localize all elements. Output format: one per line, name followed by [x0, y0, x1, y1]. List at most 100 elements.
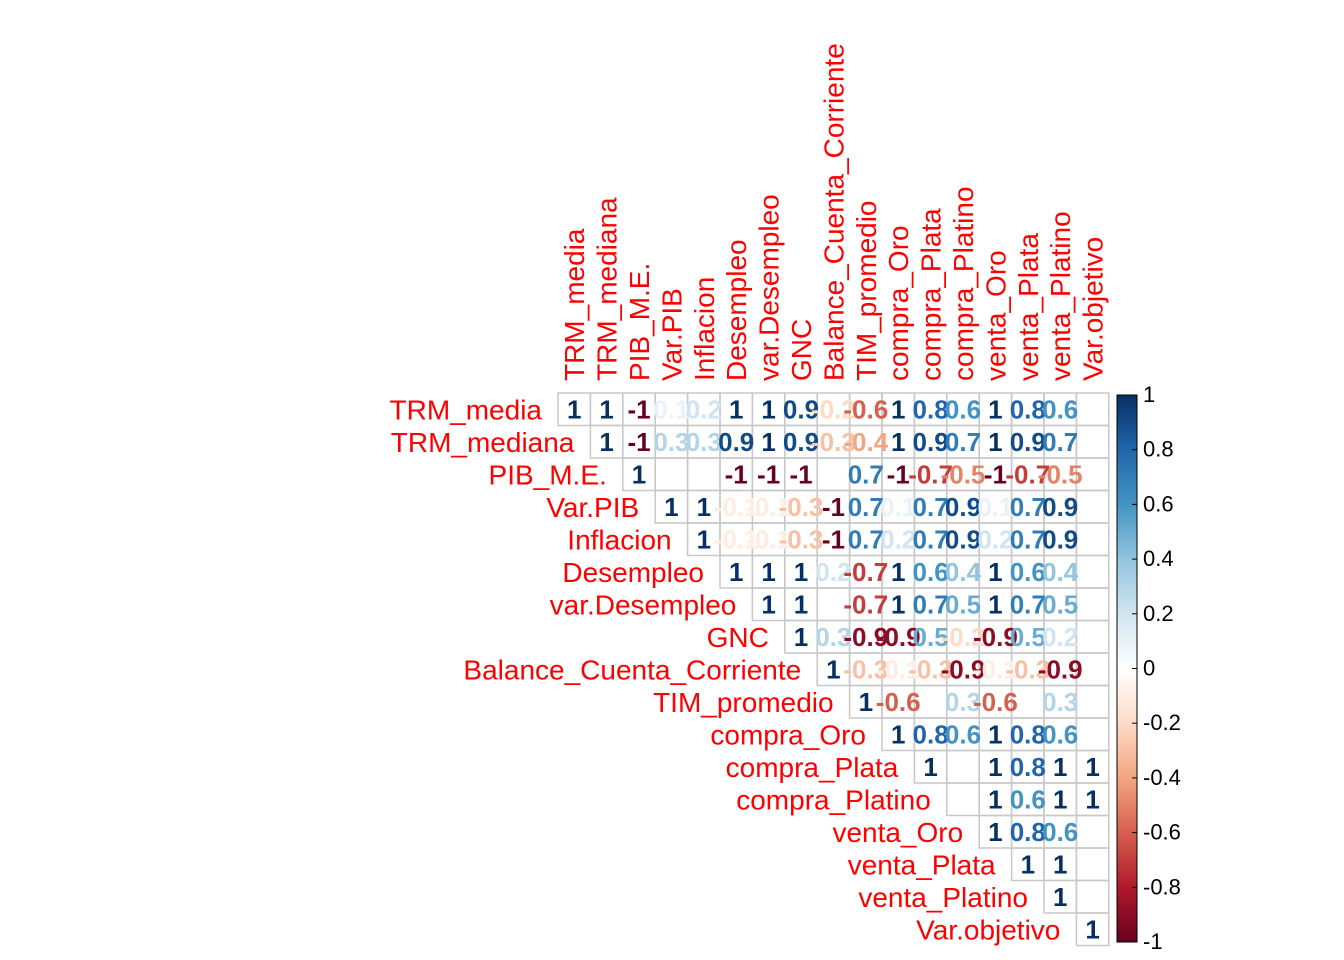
value-label: -0.9: [973, 622, 1018, 652]
column-label: Desempleo: [721, 239, 752, 381]
row-label: compra_Platino: [736, 784, 931, 815]
value-label: 0.8: [913, 394, 949, 424]
value-label: -1: [984, 459, 1007, 489]
value-label: 1: [599, 394, 613, 424]
colorbar-tick-label: -0.6: [1143, 820, 1181, 845]
value-label: -1: [627, 394, 650, 424]
value-label: -0.9: [1038, 654, 1083, 684]
column-label: compra_Platino: [948, 186, 979, 381]
value-label: 0.3: [653, 427, 689, 457]
value-label: 0.7: [1042, 427, 1078, 457]
value-label: 1: [988, 394, 1002, 424]
row-label: TIM_promedio: [653, 687, 834, 718]
value-label: -0.7: [1005, 459, 1050, 489]
value-label: 1: [794, 589, 808, 619]
cell-GNC-Var.objetivo: [1075, 619, 1110, 654]
column-label: TRM_mediana: [592, 197, 623, 381]
cell-venta_Plata-Var.objetivo: [1075, 847, 1110, 882]
value-label: 0.7: [913, 492, 949, 522]
row-label: Var.objetivo: [916, 914, 1060, 945]
value-label: 1: [891, 394, 905, 424]
value-label: -0.1: [746, 492, 791, 522]
value-label: -1: [789, 459, 812, 489]
row-label: var.Desempleo: [550, 589, 737, 620]
value-label: 0.9: [1042, 492, 1078, 522]
value-label: -0.3: [779, 524, 824, 554]
value-label: 0.7: [1010, 589, 1046, 619]
colorbar-tick-label: 0.4: [1143, 546, 1174, 571]
value-label: -0.5: [941, 459, 986, 489]
value-label: 0.5: [913, 622, 949, 652]
value-label: 1: [761, 427, 775, 457]
value-label: 0.9: [718, 427, 754, 457]
value-label: -0.9: [876, 622, 921, 652]
value-label: 0.6: [1042, 394, 1078, 424]
row-label: venta_Platino: [858, 882, 1028, 913]
value-label: -0.9: [843, 622, 888, 652]
cell-Inflacion-Var.objetivo: [1075, 522, 1110, 557]
value-label: 0.5: [945, 589, 981, 619]
column-label: Var.PIB: [656, 288, 687, 381]
value-label: -0.6: [876, 687, 921, 717]
value-label: 0.6: [1042, 719, 1078, 749]
value-label: 0.2: [977, 524, 1013, 554]
value-label: 1: [1053, 784, 1067, 814]
cell-TRM_mediana-Var.objetivo: [1075, 424, 1110, 459]
column-label: Inflacion: [689, 277, 720, 381]
cell-compra_Platino-compra_Platino: [946, 782, 980, 817]
row-label: Balance_Cuenta_Corriente: [463, 654, 801, 685]
value-label: -0.3: [811, 427, 856, 457]
value-label: 1: [1053, 849, 1067, 879]
column-label: Balance_Cuenta_Corriente: [818, 43, 849, 381]
value-label: 1: [891, 589, 905, 619]
column-label: compra_Plata: [916, 208, 947, 381]
value-label: -0.2: [941, 622, 986, 652]
value-label: 1: [761, 394, 775, 424]
value-label: 0.2: [1042, 622, 1078, 652]
value-label: 1: [599, 427, 613, 457]
colorbar: 1 0.8 0.6 0.4 0.2 0 -0.2 -0.4 -0.6 -0.8 -1: [1116, 382, 1181, 954]
value-label: 0.5: [1010, 622, 1046, 652]
value-label: 1: [1021, 849, 1035, 879]
value-label: 0.2: [880, 524, 916, 554]
value-label: 0.9: [913, 427, 949, 457]
value-label: 1: [729, 394, 743, 424]
value-label: 0.6: [1010, 784, 1046, 814]
value-label: 1: [891, 557, 905, 587]
value-label: -0.3: [1005, 654, 1050, 684]
value-label: 1: [729, 557, 743, 587]
value-label: 1: [988, 557, 1002, 587]
colorbar-tick-label: 0.2: [1143, 601, 1174, 626]
column-label: venta_Platino: [1045, 211, 1076, 381]
value-label: 1: [826, 654, 840, 684]
value-label: 1: [988, 427, 1002, 457]
colorbar-tick-label: 0: [1143, 656, 1155, 681]
value-label: -0.9: [941, 654, 986, 684]
value-label: 0.6: [945, 719, 981, 749]
value-label: 1: [697, 524, 711, 554]
value-label: 1: [1053, 882, 1067, 912]
value-label: 0.8: [1010, 719, 1046, 749]
row-label: venta_Oro: [832, 817, 963, 848]
cell-TRM_media-Var.objetivo: [1075, 392, 1110, 427]
value-label: 1: [761, 589, 775, 619]
colorbar-tick-label: 0.8: [1143, 437, 1174, 462]
cell-compra_Oro-Var.objetivo: [1075, 717, 1110, 752]
value-label: 0.7: [848, 459, 884, 489]
row-label: TRM_mediana: [391, 427, 575, 458]
value-label: 1: [567, 394, 581, 424]
value-label: 0.8: [1010, 394, 1046, 424]
value-label: 0.8: [1010, 752, 1046, 782]
colorbar-tick-label: -0.8: [1143, 874, 1181, 899]
value-label: -0.1: [714, 524, 759, 554]
value-label: 0.7: [1010, 492, 1046, 522]
column-label: GNC: [786, 319, 817, 381]
column-labels: TRM_media TRM_mediana PIB_M.E. Var.PIB Infla…: [559, 43, 1108, 381]
column-label: PIB_M.E.: [624, 263, 655, 381]
value-label: 0.8: [913, 719, 949, 749]
value-label: 1: [988, 752, 1002, 782]
row-label: Var.PIB: [546, 492, 639, 523]
matrix-grid: [557, 392, 1110, 947]
value-label: 0.2: [686, 394, 722, 424]
cell-TIM_promedio-Var.objetivo: [1075, 684, 1110, 719]
